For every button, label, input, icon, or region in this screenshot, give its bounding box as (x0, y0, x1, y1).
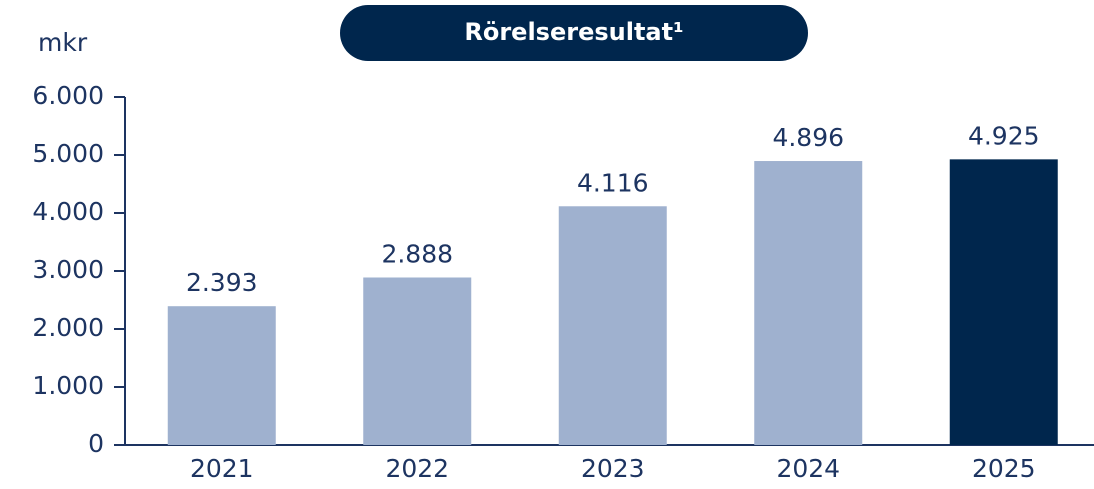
value-label: 2.393 (186, 268, 258, 297)
bar (949, 159, 1058, 445)
bar (754, 161, 863, 446)
value-label: 2.888 (381, 239, 453, 268)
y-tick-label: 0 (88, 429, 104, 458)
y-axis-label: mkr (38, 28, 88, 57)
x-tick-label: 2024 (776, 454, 840, 483)
x-tick-label: 2022 (385, 454, 449, 483)
value-label: 4.896 (772, 123, 844, 152)
y-tick-label: 2.000 (32, 313, 104, 342)
x-tick-label: 2025 (972, 454, 1036, 483)
value-label: 4.925 (968, 121, 1040, 150)
x-tick-label: 2021 (190, 454, 254, 483)
title-pill (340, 5, 808, 61)
bar (167, 306, 276, 445)
bar (558, 206, 667, 445)
y-tick-label: 5.000 (32, 139, 104, 168)
y-tick-label: 1.000 (32, 371, 104, 400)
bar (363, 277, 472, 445)
y-tick-label: 4.000 (32, 197, 104, 226)
chart-title: Rörelseresultat¹ (464, 18, 683, 46)
x-tick-label: 2023 (581, 454, 645, 483)
y-tick-label: 3.000 (32, 255, 104, 284)
value-label: 4.116 (577, 168, 649, 197)
y-tick-label: 6.000 (32, 81, 104, 110)
